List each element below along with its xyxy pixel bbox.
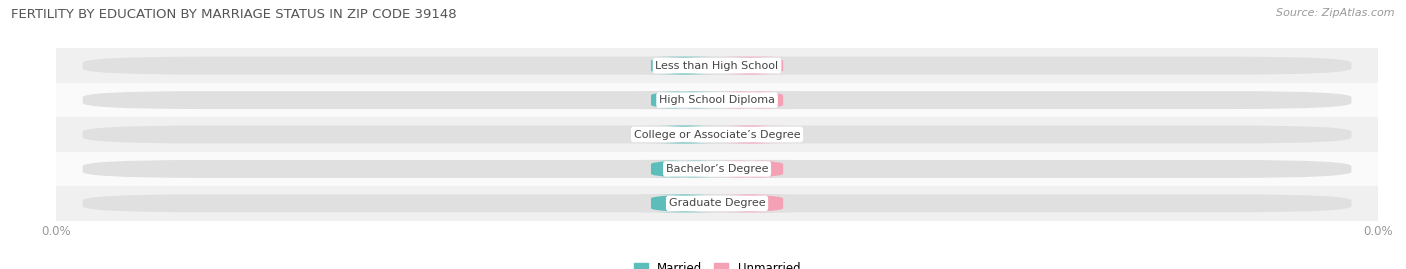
Text: 0.0%: 0.0%	[671, 95, 697, 105]
Text: 0.0%: 0.0%	[671, 129, 697, 140]
Text: Less than High School: Less than High School	[655, 61, 779, 71]
FancyBboxPatch shape	[704, 126, 796, 143]
Text: 0.0%: 0.0%	[671, 61, 697, 71]
Text: 0.0%: 0.0%	[737, 129, 763, 140]
Text: Bachelor’s Degree: Bachelor’s Degree	[666, 164, 768, 174]
Text: 0.0%: 0.0%	[671, 198, 697, 208]
FancyBboxPatch shape	[638, 194, 730, 212]
FancyBboxPatch shape	[638, 91, 730, 109]
FancyBboxPatch shape	[704, 57, 796, 75]
FancyBboxPatch shape	[638, 160, 730, 178]
Bar	[56, 186, 1378, 221]
Bar	[56, 83, 1378, 117]
Text: FERTILITY BY EDUCATION BY MARRIAGE STATUS IN ZIP CODE 39148: FERTILITY BY EDUCATION BY MARRIAGE STATU…	[11, 8, 457, 21]
FancyBboxPatch shape	[704, 194, 796, 212]
Bar	[56, 48, 1378, 83]
Legend: Married, Unmarried: Married, Unmarried	[628, 258, 806, 269]
Text: 0.0%: 0.0%	[671, 164, 697, 174]
FancyBboxPatch shape	[83, 57, 1351, 75]
FancyBboxPatch shape	[83, 194, 1351, 212]
FancyBboxPatch shape	[704, 91, 796, 109]
FancyBboxPatch shape	[83, 91, 1351, 109]
Text: Source: ZipAtlas.com: Source: ZipAtlas.com	[1277, 8, 1395, 18]
Text: College or Associate’s Degree: College or Associate’s Degree	[634, 129, 800, 140]
FancyBboxPatch shape	[704, 160, 796, 178]
Bar	[56, 117, 1378, 152]
FancyBboxPatch shape	[638, 57, 730, 75]
FancyBboxPatch shape	[638, 126, 730, 143]
Text: High School Diploma: High School Diploma	[659, 95, 775, 105]
Bar	[56, 152, 1378, 186]
FancyBboxPatch shape	[83, 126, 1351, 143]
Text: Graduate Degree: Graduate Degree	[669, 198, 765, 208]
Text: 0.0%: 0.0%	[737, 95, 763, 105]
Text: 0.0%: 0.0%	[737, 198, 763, 208]
Text: 0.0%: 0.0%	[737, 61, 763, 71]
Text: 0.0%: 0.0%	[737, 164, 763, 174]
FancyBboxPatch shape	[83, 160, 1351, 178]
